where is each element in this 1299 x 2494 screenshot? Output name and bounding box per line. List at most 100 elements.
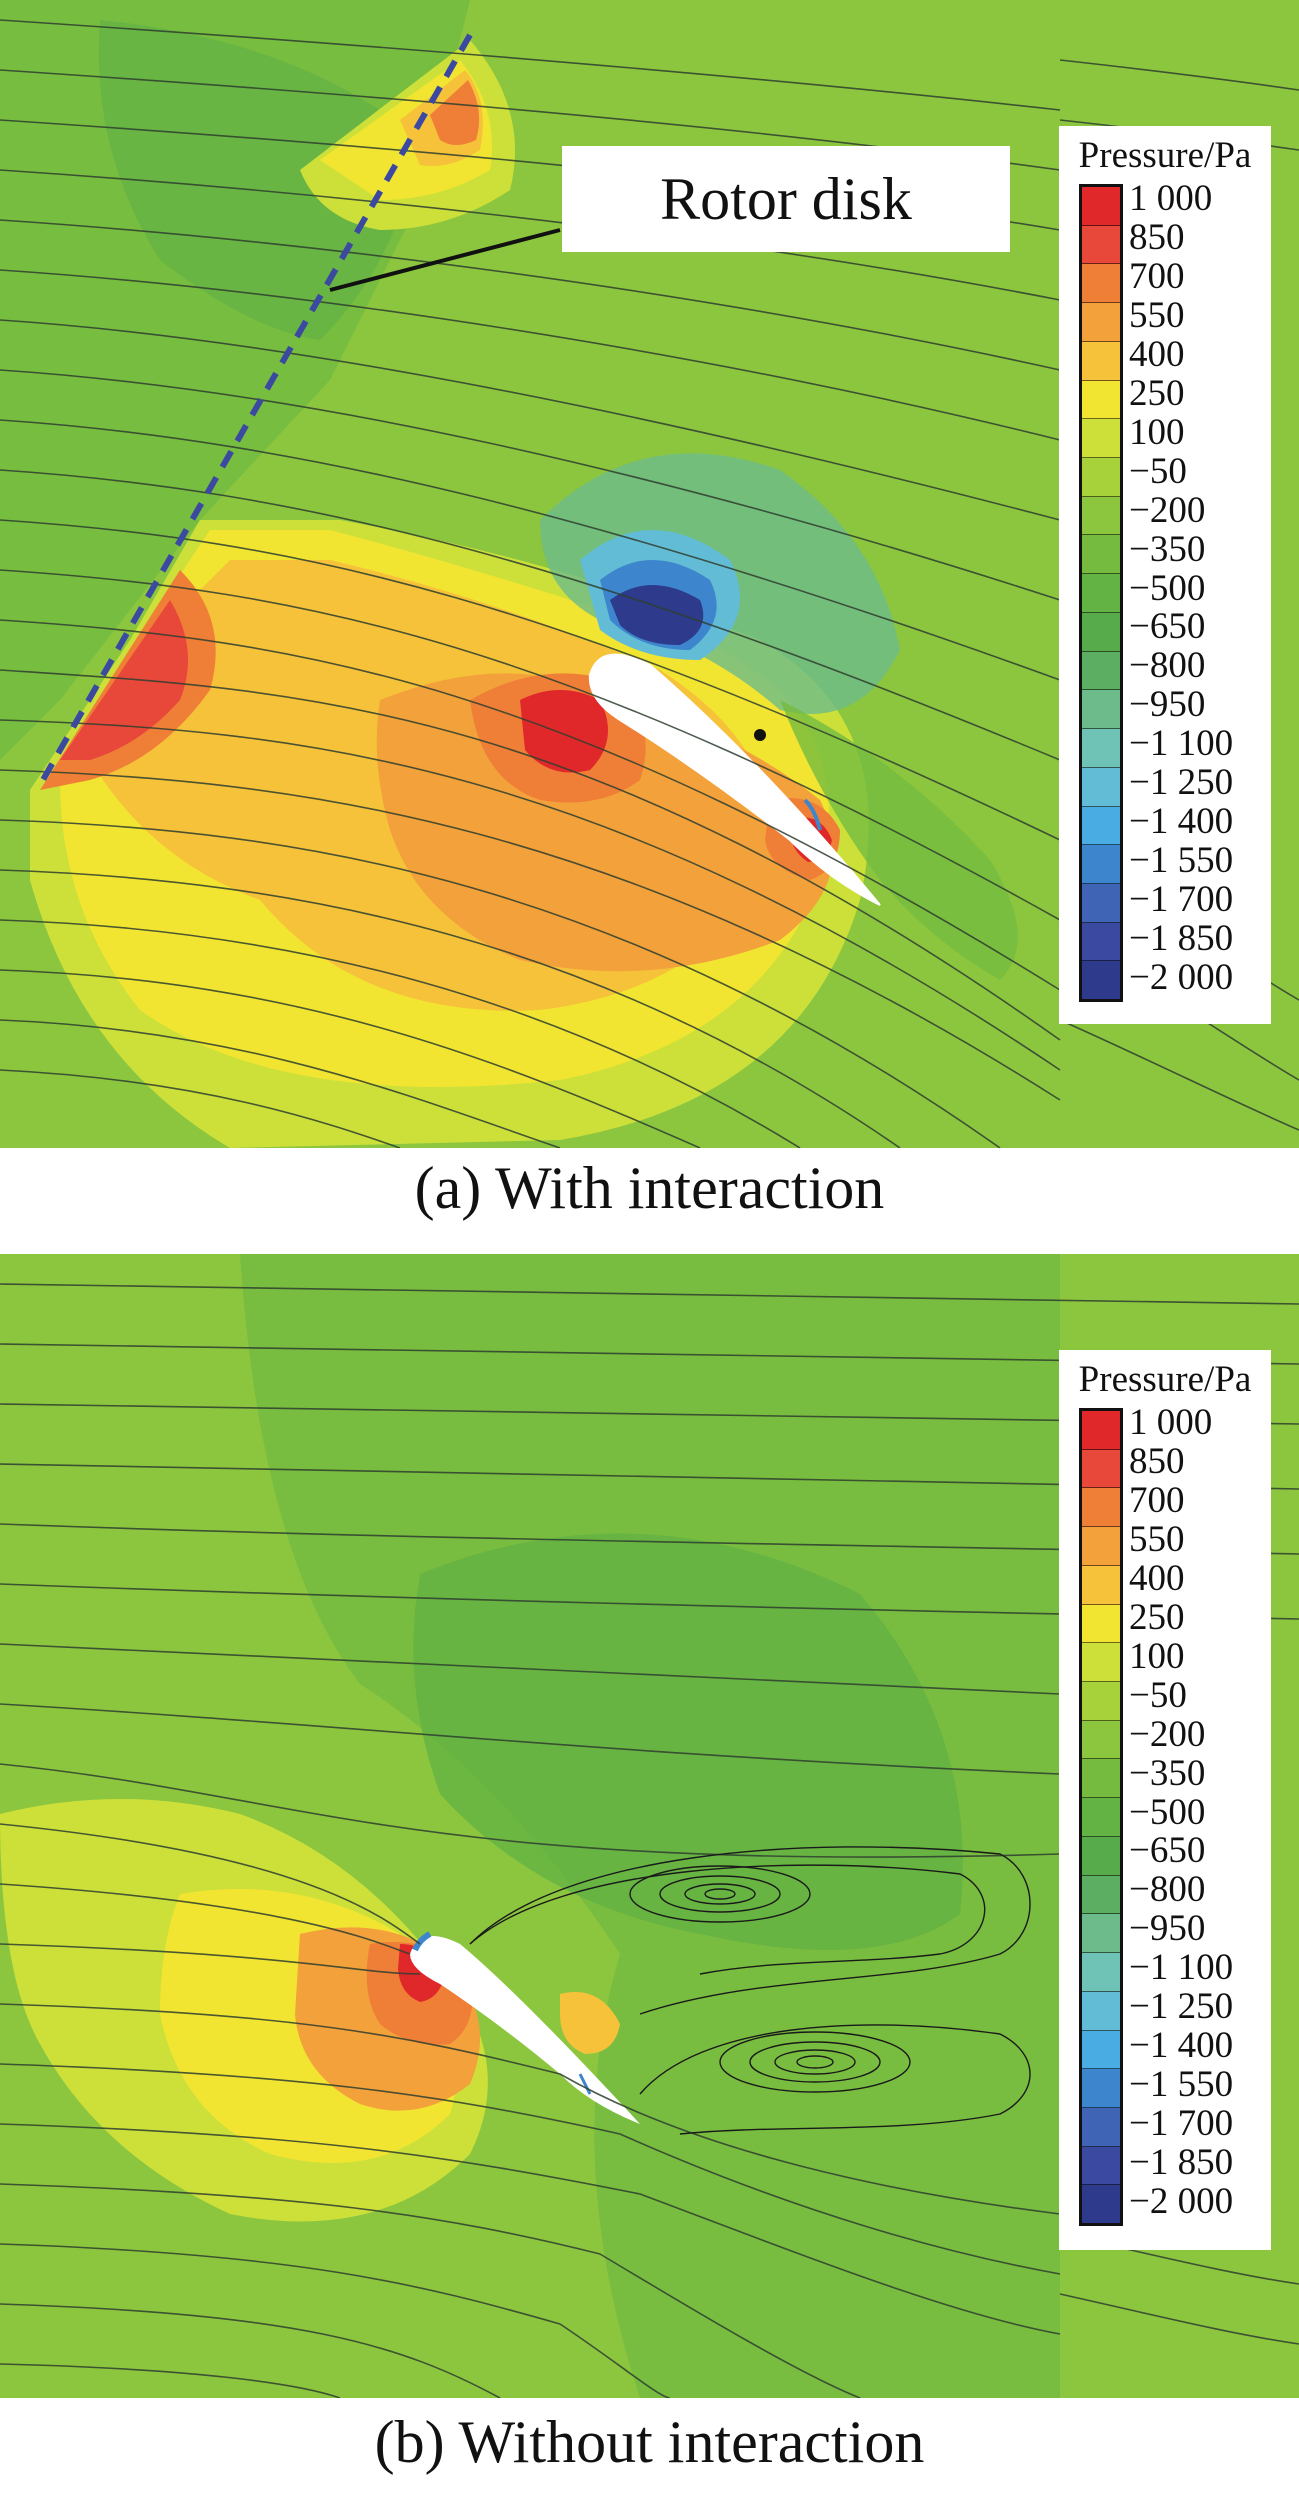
wake-vortices (469, 1846, 1031, 2135)
legend-swatch (1082, 574, 1120, 613)
legend-level-text: 1 000 (1129, 178, 1213, 219)
legend-swatch (1082, 1875, 1120, 1915)
legend-level-text: 700 (1129, 255, 1185, 297)
legend-swatch (1082, 1991, 1120, 2031)
legend-swatch (1082, 883, 1120, 923)
legend-level-text: −1 850 (1129, 2142, 1234, 2184)
legend-level-label: −800 (1129, 1871, 1269, 1914)
legend-swatch (1082, 187, 1120, 226)
legend-swatch (1082, 1565, 1120, 1605)
legend-color-bar-b (1079, 1408, 1123, 2226)
legend-swatch (1082, 1449, 1120, 1489)
legend-level-text: −2 000 (1129, 2181, 1234, 2223)
legend-level-text: −1 550 (1129, 840, 1234, 882)
legend-level-label: −1 100 (1129, 1949, 1269, 1992)
caption-b: (b) Without interaction (374, 2409, 925, 2475)
legend-swatch (1082, 612, 1120, 652)
legend-swatch (1082, 1411, 1120, 1450)
rotor-disk-leader (329, 228, 561, 292)
legend-level-label: 400 (1129, 1560, 1269, 1603)
legend-level-label: 250 (1129, 1599, 1269, 1642)
legend-swatch (1082, 806, 1120, 846)
rotor-disk-label-text: Rotor disk (660, 166, 912, 232)
legend-level-label: 850 (1129, 1443, 1269, 1486)
legend-level-label: 1 000 (1129, 1404, 1269, 1447)
legend-color-bar-a (1079, 184, 1123, 1002)
legend-level-text: 250 (1129, 1596, 1185, 1638)
legend-level-label: −500 (1129, 1794, 1269, 1837)
legend-level-text: −500 (1129, 1791, 1206, 1833)
legend-level-label: −1 700 (1129, 2105, 1269, 2148)
legend-labels-a: 1 000 850 700 550 400 250 100 −50 −200 −350 −500 −6… (1129, 180, 1269, 1002)
legend-level-label: −200 (1129, 1716, 1269, 1759)
legend-swatch (1082, 961, 1120, 1000)
legend-swatch (1082, 651, 1120, 691)
legend-level-text: 850 (1129, 1440, 1185, 1482)
legend-level-label: 100 (1129, 414, 1269, 457)
legend-level-text: −500 (1129, 567, 1206, 609)
legend-level-text: −2 000 (1129, 957, 1234, 999)
legend-level-label: −350 (1129, 1755, 1269, 1798)
legend-swatch (1082, 2030, 1120, 2070)
legend-level-label: 400 (1129, 336, 1269, 379)
legend-swatch (1082, 264, 1120, 304)
legend-level-label: 100 (1129, 1638, 1269, 1681)
legend-level-text: −800 (1129, 1869, 1206, 1911)
legend-swatch (1082, 1720, 1120, 1760)
legend-level-text: −200 (1129, 489, 1206, 531)
legend-swatch (1082, 690, 1120, 730)
legend-level-label: −1 100 (1129, 725, 1269, 768)
legend-swatch (1082, 341, 1120, 381)
legend-level-text: −1 100 (1129, 723, 1234, 765)
legend-level-text: 1 000 (1129, 1402, 1213, 1443)
legend-swatch (1082, 2107, 1120, 2147)
legend-swatch (1082, 535, 1120, 575)
legend-level-label: −1 550 (1129, 2066, 1269, 2109)
legend-level-label: −650 (1129, 608, 1269, 651)
legend-level-text: −1 250 (1129, 762, 1234, 804)
legend-level-label: −1 400 (1129, 2027, 1269, 2070)
legend-level-label: −1 250 (1129, 764, 1269, 807)
legend-level-text: −950 (1129, 684, 1206, 726)
legend-level-label: −50 (1129, 453, 1269, 496)
legend-level-text: −1 700 (1129, 879, 1234, 921)
legend-level-label: −800 (1129, 647, 1269, 690)
legend-level-text: 550 (1129, 1518, 1185, 1560)
legend-swatch (1082, 419, 1120, 459)
legend-swatch (1082, 2069, 1120, 2108)
legend-level-label: −1 700 (1129, 881, 1269, 924)
legend-swatch (1082, 1604, 1120, 1644)
legend-level-text: 250 (1129, 372, 1185, 414)
airfoil (588, 653, 881, 906)
legend-level-label: −1 250 (1129, 1988, 1269, 2031)
legend-level-text: 100 (1129, 1635, 1185, 1677)
legend-swatch (1082, 1643, 1120, 1683)
legend-swatch (1082, 729, 1120, 768)
legend-level-label: 550 (1129, 1521, 1269, 1564)
legend-level-text: −1 400 (1129, 2025, 1234, 2067)
pressure-legend-b: Pressure/Pa 1 000 850 700 550 400 250 100 −50 −2… (1059, 1350, 1271, 2250)
legend-level-label: −1 850 (1129, 2144, 1269, 2187)
legend-level-label: 1 000 (1129, 180, 1269, 223)
legend-level-label: 850 (1129, 219, 1269, 262)
legend-level-label: 700 (1129, 1482, 1269, 1525)
legend-swatch (1082, 922, 1120, 962)
legend-level-label: −2 000 (1129, 959, 1269, 1002)
legend-swatch (1082, 1682, 1120, 1721)
legend-level-text: 100 (1129, 411, 1185, 453)
legend-level-label: −200 (1129, 492, 1269, 535)
legend-labels-b: 1 000 850 700 550 400 250 100 −50 −200 −350 −500 −6… (1129, 1404, 1269, 2226)
legend-level-label: 700 (1129, 258, 1269, 301)
legend-level-text: 550 (1129, 294, 1185, 336)
legend-swatch (1082, 2146, 1120, 2186)
legend-level-text: −50 (1129, 1674, 1187, 1716)
legend-level-label: −650 (1129, 1832, 1269, 1875)
legend-level-text: 700 (1129, 1479, 1185, 1521)
legend-level-label: −1 550 (1129, 842, 1269, 885)
legend-swatch (1082, 1488, 1120, 1528)
legend-level-label: −950 (1129, 686, 1269, 729)
legend-level-text: −50 (1129, 450, 1187, 492)
legend-level-text: −650 (1129, 1830, 1206, 1872)
legend-level-text: −350 (1129, 1752, 1206, 1794)
legend-level-text: −1 400 (1129, 801, 1234, 843)
